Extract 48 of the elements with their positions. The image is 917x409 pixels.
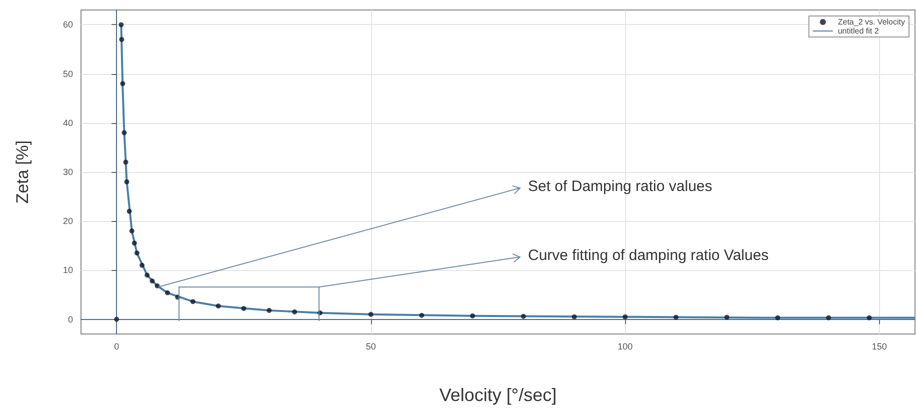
legend-label: Zeta_2 vs. Velocity <box>838 18 906 26</box>
x-axis-title: Velocity [°/sec] <box>439 385 557 405</box>
x-tick-label: 0 <box>114 342 120 352</box>
point <box>119 36 124 42</box>
point <box>292 309 298 314</box>
annotation: Set of Damping ratio values <box>528 178 712 195</box>
legend-label: untitled fit 2 <box>838 26 880 36</box>
point <box>120 81 126 86</box>
point <box>673 314 678 320</box>
y-tick-label: 40 <box>62 118 73 128</box>
point <box>826 315 832 320</box>
point <box>775 315 780 320</box>
point <box>132 240 137 246</box>
point <box>241 306 246 311</box>
point <box>164 290 170 296</box>
point <box>140 262 145 268</box>
y-tick-label: 10 <box>62 265 73 276</box>
point <box>129 228 134 234</box>
point <box>520 314 526 319</box>
point <box>114 316 120 322</box>
point <box>126 208 132 214</box>
point <box>216 304 221 309</box>
point <box>150 278 155 284</box>
point <box>572 314 577 320</box>
y-tick-label: 20 <box>62 216 73 226</box>
y-tick-label: 60 <box>62 20 73 30</box>
point <box>419 312 424 318</box>
y-tick-label: 50 <box>62 68 73 79</box>
annotation: Curve fitting of damping ratio Values <box>528 247 769 264</box>
y-tick-label: 0 <box>68 314 73 324</box>
point <box>724 314 730 320</box>
y-tick-label: 30 <box>62 167 73 177</box>
x-tick-label: 50 <box>366 342 376 352</box>
point <box>144 272 150 278</box>
point <box>134 250 140 256</box>
point <box>470 313 476 318</box>
point <box>122 130 127 136</box>
point <box>622 314 628 320</box>
point <box>368 312 374 317</box>
point <box>118 22 124 28</box>
point <box>190 299 196 304</box>
x-tick-label: 150 <box>872 342 887 352</box>
point <box>866 315 872 320</box>
point <box>266 308 272 313</box>
point <box>124 179 130 184</box>
point <box>123 160 128 165</box>
x-tick-label: 100 <box>618 342 633 352</box>
y-axis-title: Zeta [%] <box>13 140 32 204</box>
